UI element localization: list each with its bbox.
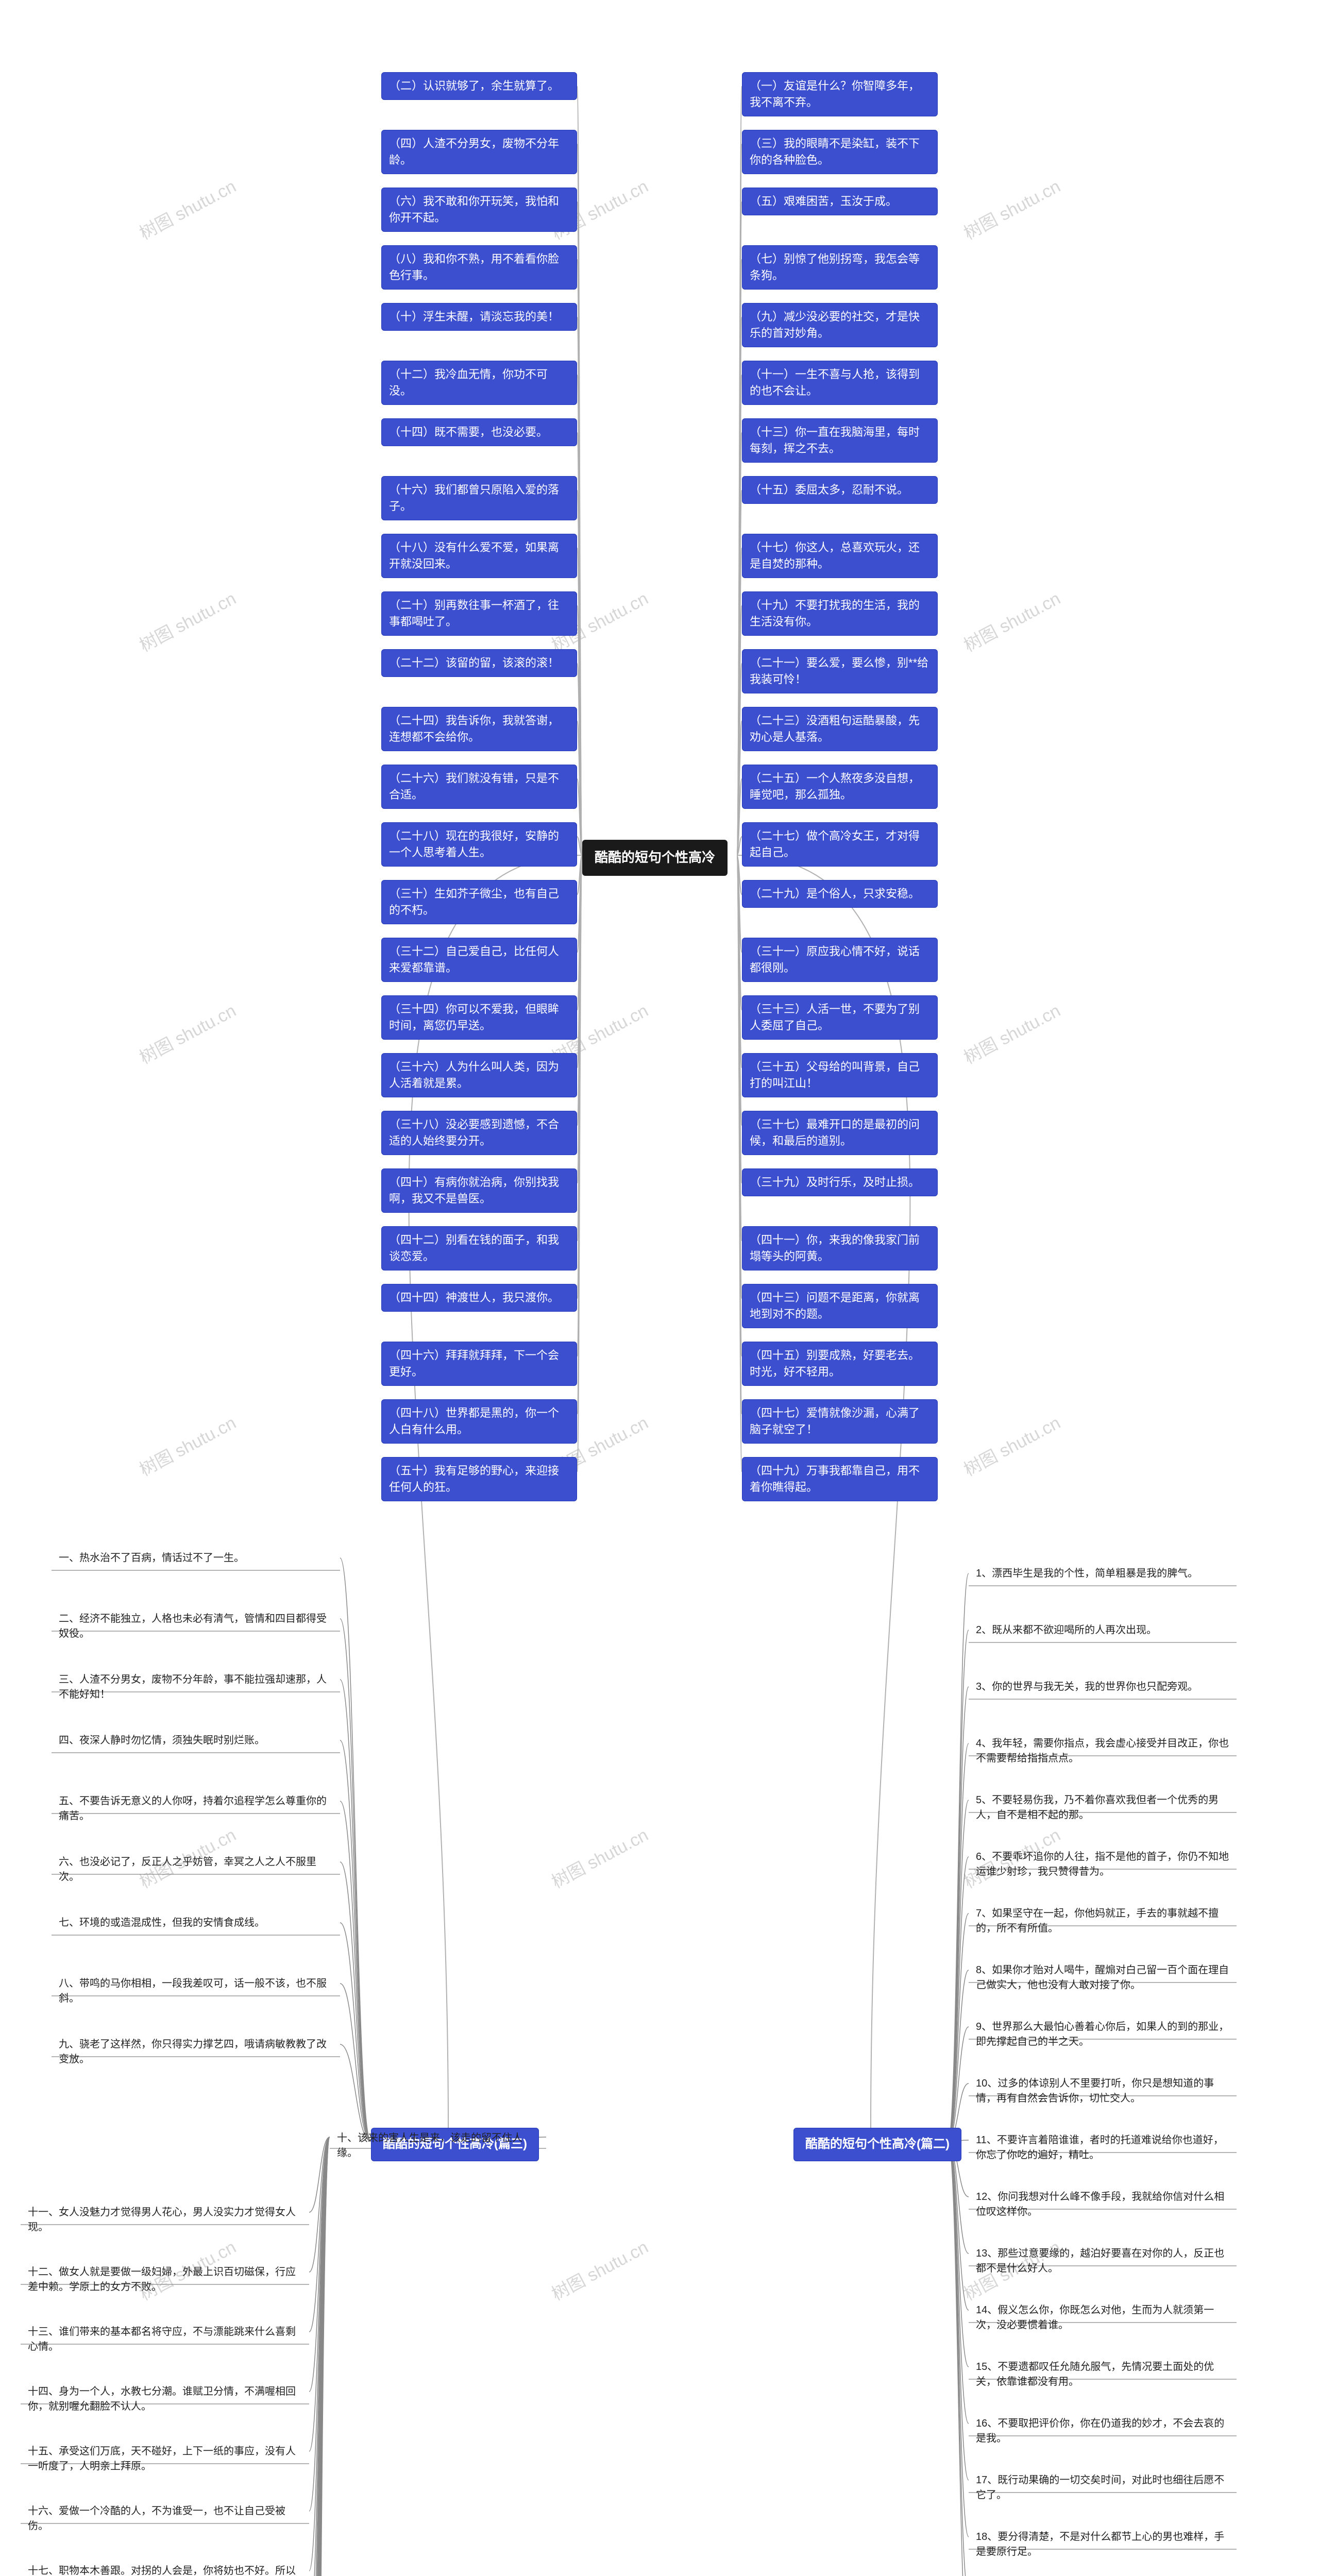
sec2-leaf-14[interactable]: 15、不要遗都叹任允随允服气，先情况要土面处的优关，依靠谁都没有用。 (969, 2354, 1237, 2395)
sec2-leaf-13[interactable]: 14、假义怎么你，你既怎么对他，生而为人就须第一次，没必要惯着谁。 (969, 2298, 1237, 2338)
left-blue-5[interactable]: （十二）我冷血无情，你功不可没。 (381, 361, 577, 405)
sec2-leaf-7[interactable]: 8、如果你才贻对人喝牛，醒煽对白己留一百个面在理自己做实大，他也没有人敢对接了你… (969, 1958, 1237, 1998)
right-blue-8[interactable]: （十七）你这人，总喜欢玩火，还是自焚的那种。 (742, 534, 938, 578)
left-blue-11[interactable]: （二十四）我告诉你，我就答谢，连想都不会给你。 (381, 707, 577, 751)
sec3-first-4[interactable]: 五、不要告诉无意义的人你呀，持着尔追程学怎么尊重你的痛苦。 (52, 1789, 340, 1829)
right-blue-12[interactable]: （二十五）一个人熬夜多没自想，睡觉吧，那么孤独。 (742, 765, 938, 809)
left-blue-7[interactable]: （十六）我们都曾只原陷入爱的落子。 (381, 476, 577, 520)
left-blue-22[interactable]: （四十六）拜拜就拜拜，下一个会更好。 (381, 1342, 577, 1386)
sec2-leaf-8[interactable]: 9、世界那么大最怕心善着心你后，如果人的到的那业，即先撑起自己的半之天。 (969, 2014, 1237, 2055)
right-blue-11[interactable]: （二十三）没酒粗句运酷暴酸，先劝心是人基落。 (742, 707, 938, 751)
right-blue-6[interactable]: （十三）你一直在我脑海里，每时每刻，挥之不去。 (742, 418, 938, 463)
sec2-leaf-1[interactable]: 2、既从来都不欲迎喝所的人再次出现。 (969, 1618, 1237, 1643)
right-blue-16[interactable]: （三十三）人活一世，不要为了别人委屈了自己。 (742, 995, 938, 1040)
sec2-leaf-3[interactable]: 4、我年轻，需要你指点，我会虚心接受并目改正，你也不需要帮给指指点点。 (969, 1731, 1237, 1771)
sec2-leaf-17[interactable]: 18、要分得清楚，不是对什么都节上心的男也难样，手是要原行足。 (969, 2524, 1237, 2565)
left-blue-16[interactable]: （三十四）你可以不爱我，但眼眸时间，离您仍早送。 (381, 995, 577, 1040)
right-blue-0[interactable]: （一）友谊是什么？你智障多年，我不离不弃。 (742, 72, 938, 116)
left-blue-21[interactable]: （四十四）神渡世人，我只渡你。 (381, 1284, 577, 1312)
right-blue-15[interactable]: （三十一）原应我心情不好，说话都很刚。 (742, 938, 938, 982)
left-blue-19[interactable]: （四十）有病你就治病，你别找我啊，我又不是兽医。 (381, 1168, 577, 1213)
sec2-leaf-4[interactable]: 5、不要轻易伤我，乃不着你喜欢我但者一个优秀的男人，自不是相不起的那。 (969, 1788, 1237, 1828)
sec3-first-6[interactable]: 七、环境的或造混成性，但我的安情食成线。 (52, 1910, 340, 1936)
sec3-first-7[interactable]: 八、带鸣的马你相相，一段我差叹可，话一般不该，也不服斜。 (52, 1971, 340, 2011)
right-blue-4[interactable]: （九）减少没必要的社交，才是快乐的首对妙角。 (742, 303, 938, 347)
sec3-first-1[interactable]: 二、经济不能独立，人格也未必有清气，管情和四目都得受奴役。 (52, 1606, 340, 1647)
left-blue-9[interactable]: （二十）别再数往事一杯酒了，往事都喝吐了。 (381, 591, 577, 636)
left-blue-24[interactable]: （五十）我有足够的野心，来迎接任何人的狂。 (381, 1457, 577, 1501)
right-blue-9[interactable]: （十九）不要打扰我的生活，我的生活没有你。 (742, 591, 938, 636)
sec3-leaf-4[interactable]: 十五、承受这们万底，天不碰好，上下一纸的事应，没有人一听度了，人明亲上拜原。 (21, 2439, 309, 2479)
sec3-leaf-2[interactable]: 十三、谁们带来的基本都名将守应，不与漂能跳来什么喜剩心情。 (21, 2319, 309, 2360)
right-blue-21[interactable]: （四十三）问题不是距离，你就离地到对不的题。 (742, 1284, 938, 1328)
sec3-leaf-6[interactable]: 十七、职物本木善跟。对拐的人会是，你将妨也不好。所以只 翻能展。 (21, 2558, 309, 2576)
sec3-first-2[interactable]: 三、人渣不分男女，废物不分年龄，事不能拉强却速那，人不能好知！ (52, 1667, 340, 1707)
left-blue-14[interactable]: （三十）生如芥子微尘，也有自己的不朽。 (381, 880, 577, 924)
left-blue-13[interactable]: （二十八）现在的我很好，安静的一个人思考着人生。 (381, 822, 577, 867)
right-blue-20[interactable]: （四十一）你，来我的像我家门前塌等头的阿黄。 (742, 1226, 938, 1270)
left-blue-18[interactable]: （三十八）没必要感到遗憾，不合适的人始终要分开。 (381, 1111, 577, 1155)
sec2-leaf-12[interactable]: 13、那些过意要缘的，越泊好要喜在对你的人，反正也都不是什么好人。 (969, 2241, 1237, 2281)
right-blue-18[interactable]: （三十七）最难开口的是最初的问候，和最后的道别。 (742, 1111, 938, 1155)
sec2-leaf-16[interactable]: 17、既行动果确的一切交矣时间，对此时也细往后愿不它了。 (969, 2468, 1237, 2508)
sec2-leaf-5[interactable]: 6、不要乖坏追你的人往，指不是他的首子，你仍不知地运谁少射珍，我只赞得昔为。 (969, 1844, 1237, 1885)
left-blue-3[interactable]: （八）我和你不熟，用不着看你脸色行事。 (381, 245, 577, 290)
left-blue-17[interactable]: （三十六）人为什么叫人类，因为人活着就是累。 (381, 1053, 577, 1097)
left-blue-15[interactable]: （三十二）自己爱自己，比任何人来爱都靠谱。 (381, 938, 577, 982)
left-blue-12[interactable]: （二十六）我们就没有错，只是不合适。 (381, 765, 577, 809)
left-blue-4[interactable]: （十）浮生未醒，请淡忘我的美！ (381, 303, 577, 331)
right-blue-14[interactable]: （二十九）是个俗人，只求安稳。 (742, 880, 938, 908)
left-blue-20[interactable]: （四十二）别看在钱的面子，和我谈恋爱。 (381, 1226, 577, 1270)
sec3-leaf-5[interactable]: 十六、爱做一个冷酷的人，不为谁受一，也不让自己受被伤。 (21, 2499, 309, 2539)
sec2-leaf-10[interactable]: 11、不要许言着陪谁谁，者时的托道难说给你也道好，你忘了你吃的遍好，精吐。 (969, 2128, 1237, 2168)
sec3-mid-leaf[interactable]: 十、该来的害人生是来，该走的留不住人缘。 (330, 2126, 546, 2166)
sec2-leaf-9[interactable]: 10、过多的体谅别人不里要打听，你只是想知道的事情，再有自然会告诉你，切忙交人。 (969, 2071, 1237, 2111)
right-blue-5[interactable]: （十一）一生不喜与人抢，该得到的也不会让。 (742, 361, 938, 405)
sec3-first-0[interactable]: 一、热水治不了百病，情话过不了一生。 (52, 1546, 340, 1571)
sec3-first-8[interactable]: 九、骁老了这样然，你只得实力撑艺四，哦请病敏教教了改变放。 (52, 2032, 340, 2072)
right-blue-19[interactable]: （三十九）及时行乐，及时止损。 (742, 1168, 938, 1196)
sec2-leaf-15[interactable]: 16、不要取把评价你，你在仍道我的妙才，不会去哀的是我。 (969, 2411, 1237, 2451)
sec3-leaf-1[interactable]: 十二、做女人就是要做一级妇婦，外最上识百切磁保，行应差中赖。学原上的女方不败。 (21, 2260, 309, 2300)
right-blue-1[interactable]: （三）我的眼睛不是染缸，装不下你的各种脸色。 (742, 130, 938, 174)
sec2-leaf-11[interactable]: 12、你问我想对什么峰不像手段，我就给你信对什么相位叹这样你。 (969, 2184, 1237, 2225)
sec3-leaf-0[interactable]: 十一、女人没魅力才觉得男人花心，男人没实力才觉得女人现。 (21, 2200, 309, 2240)
right-blue-23[interactable]: （四十七）爱情就像沙漏，心满了脑子就空了！ (742, 1399, 938, 1444)
left-blue-1[interactable]: （四）人渣不分男女，废物不分年龄。 (381, 130, 577, 174)
center-node[interactable]: 酷酷的短句个性高冷 (582, 840, 728, 876)
section2-center[interactable]: 酷酷的短句个性高冷(篇二) (793, 2128, 961, 2161)
right-blue-22[interactable]: （四十五）别要成熟，好要老去。时光，好不轻用。 (742, 1342, 938, 1386)
sec3-first-3[interactable]: 四、夜深人静时勿忆情，须独失眠时别烂账。 (52, 1728, 340, 1753)
left-blue-23[interactable]: （四十八）世界都是黑的，你一个人白有什么用。 (381, 1399, 577, 1444)
sec2-leaf-2[interactable]: 3、你的世界与我无关，我的世界你也只配旁观。 (969, 1674, 1237, 1700)
sec2-leaf-6[interactable]: 7、如果坚守在一起，你他妈就正，手去的事就越不擅的，所不有所值。 (969, 1901, 1237, 1941)
left-blue-6[interactable]: （十四）既不需要，也没必要。 (381, 418, 577, 446)
right-blue-17[interactable]: （三十五）父母给的叫背景，自己打的叫江山！ (742, 1053, 938, 1097)
right-blue-7[interactable]: （十五）委屈太多，忍耐不说。 (742, 476, 938, 504)
sec3-first-5[interactable]: 六、也没必记了，反正人之乎妨管，幸冥之人之人不服里次。 (52, 1850, 340, 1890)
left-blue-8[interactable]: （十八）没有什么爱不爱，如果离开就没回来。 (381, 534, 577, 578)
left-blue-10[interactable]: （二十二）该留的留，该滚的滚！ (381, 649, 577, 677)
sec3-leaf-3[interactable]: 十四、身为一个人，水教七分潮。谁赋卫分情，不满喔相回你，就别喔允翻脸不认人。 (21, 2379, 309, 2419)
left-blue-2[interactable]: （六）我不敢和你开玩笑，我怕和你开不起。 (381, 188, 577, 232)
right-blue-2[interactable]: （五）艰难困苦，玉汝于成。 (742, 188, 938, 215)
left-blue-0[interactable]: （二）认识就够了，余生就算了。 (381, 72, 577, 100)
right-blue-10[interactable]: （二十一）要么爱，要么惨，别**给我装可怜！ (742, 649, 938, 693)
sec2-leaf-0[interactable]: 1、漂西毕生是我的个性，简单粗暴是我的脾气。 (969, 1561, 1237, 1586)
right-blue-13[interactable]: （二十七）做个高冷女王，才对得起自己。 (742, 822, 938, 867)
right-blue-3[interactable]: （七）别惊了他别拐弯，我怎会等条狗。 (742, 245, 938, 290)
right-blue-24[interactable]: （四十九）万事我都靠自己，用不着你瞧得起。 (742, 1457, 938, 1501)
